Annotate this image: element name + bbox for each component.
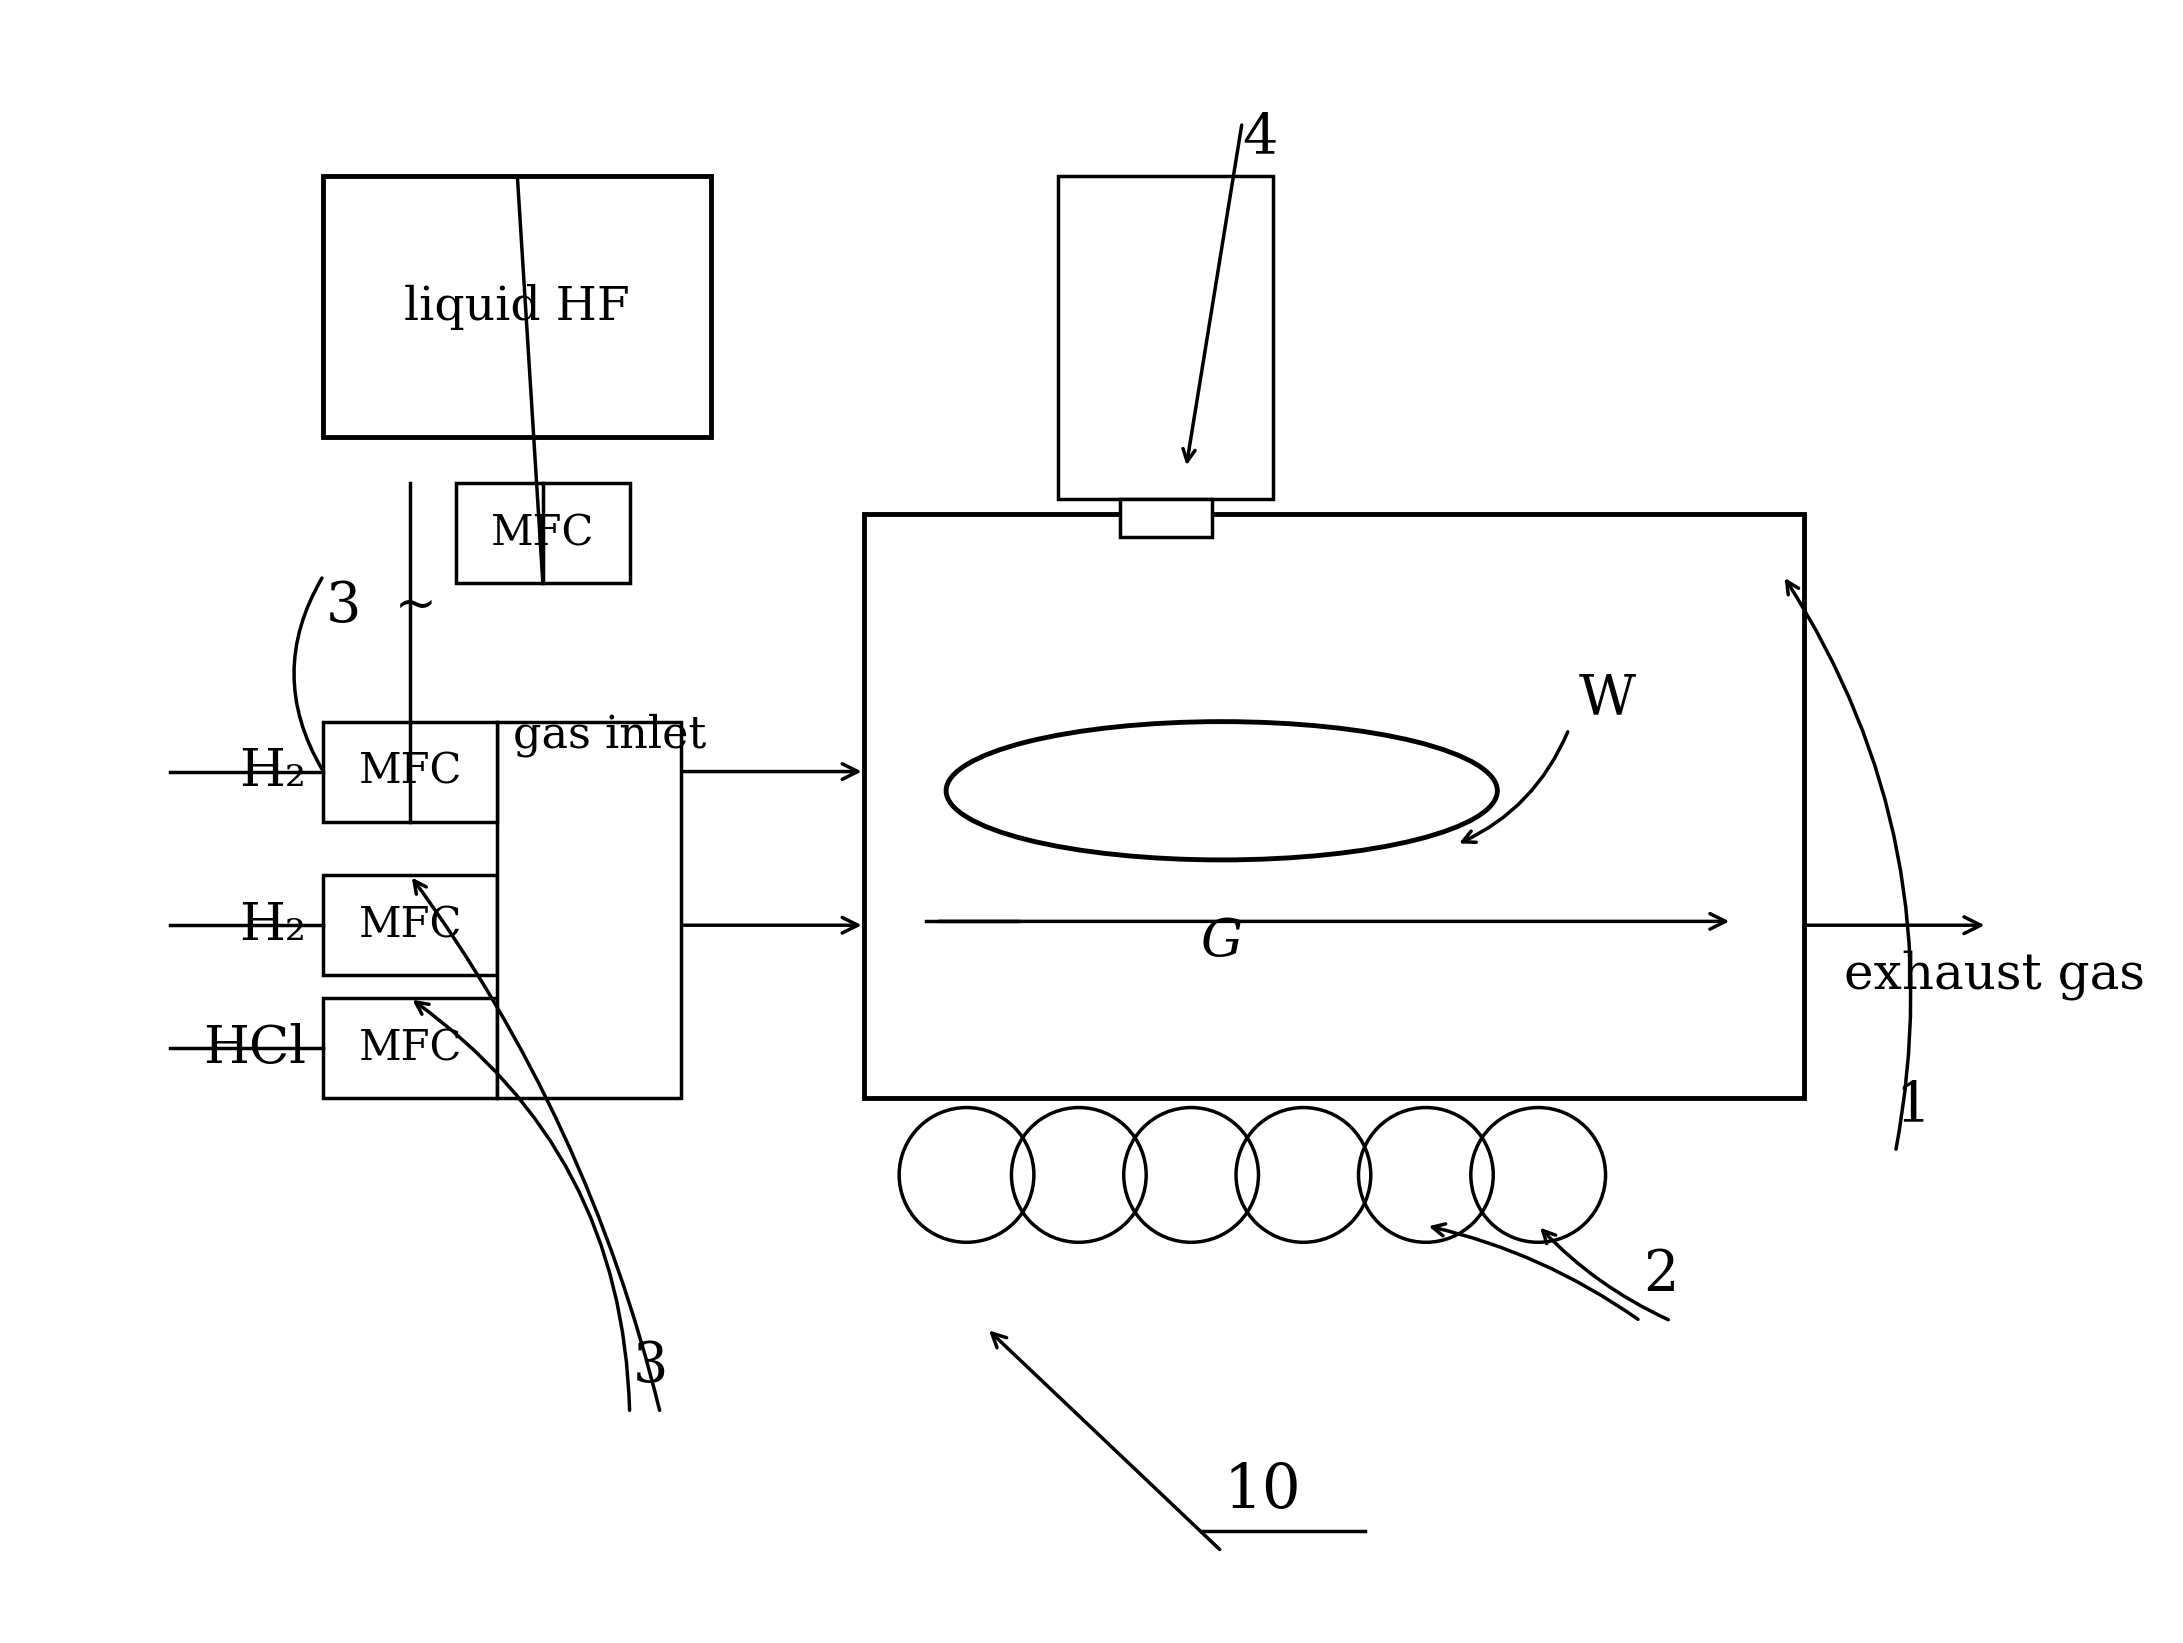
- Text: MFC: MFC: [358, 751, 463, 792]
- Text: W: W: [1578, 672, 1635, 726]
- Bar: [498, 721, 681, 1098]
- Text: 3: 3: [633, 1339, 668, 1395]
- Bar: [456, 483, 629, 583]
- Text: HCl: HCl: [203, 1022, 306, 1073]
- Bar: [323, 876, 498, 976]
- Text: H₂: H₂: [240, 746, 306, 797]
- Text: 2: 2: [1644, 1247, 1679, 1303]
- Text: 3: 3: [325, 578, 362, 634]
- Bar: [1059, 176, 1273, 499]
- Bar: [1120, 499, 1212, 537]
- Text: liquid HF: liquid HF: [404, 284, 631, 330]
- Text: exhaust gas: exhaust gas: [1845, 950, 2146, 1001]
- Text: gas inlet: gas inlet: [513, 713, 707, 757]
- Text: 10: 10: [1225, 1461, 1301, 1520]
- Text: 1: 1: [1895, 1078, 1930, 1134]
- Text: MFC: MFC: [358, 1027, 463, 1070]
- Text: ~: ~: [395, 582, 437, 631]
- Text: MFC: MFC: [491, 513, 594, 554]
- Text: G: G: [1201, 915, 1242, 966]
- Bar: [323, 721, 498, 822]
- Bar: [323, 176, 712, 437]
- Bar: [864, 514, 1803, 1098]
- Text: H₂: H₂: [240, 900, 306, 951]
- Text: 4: 4: [1242, 110, 1277, 164]
- Text: MFC: MFC: [358, 904, 463, 946]
- Bar: [323, 999, 498, 1098]
